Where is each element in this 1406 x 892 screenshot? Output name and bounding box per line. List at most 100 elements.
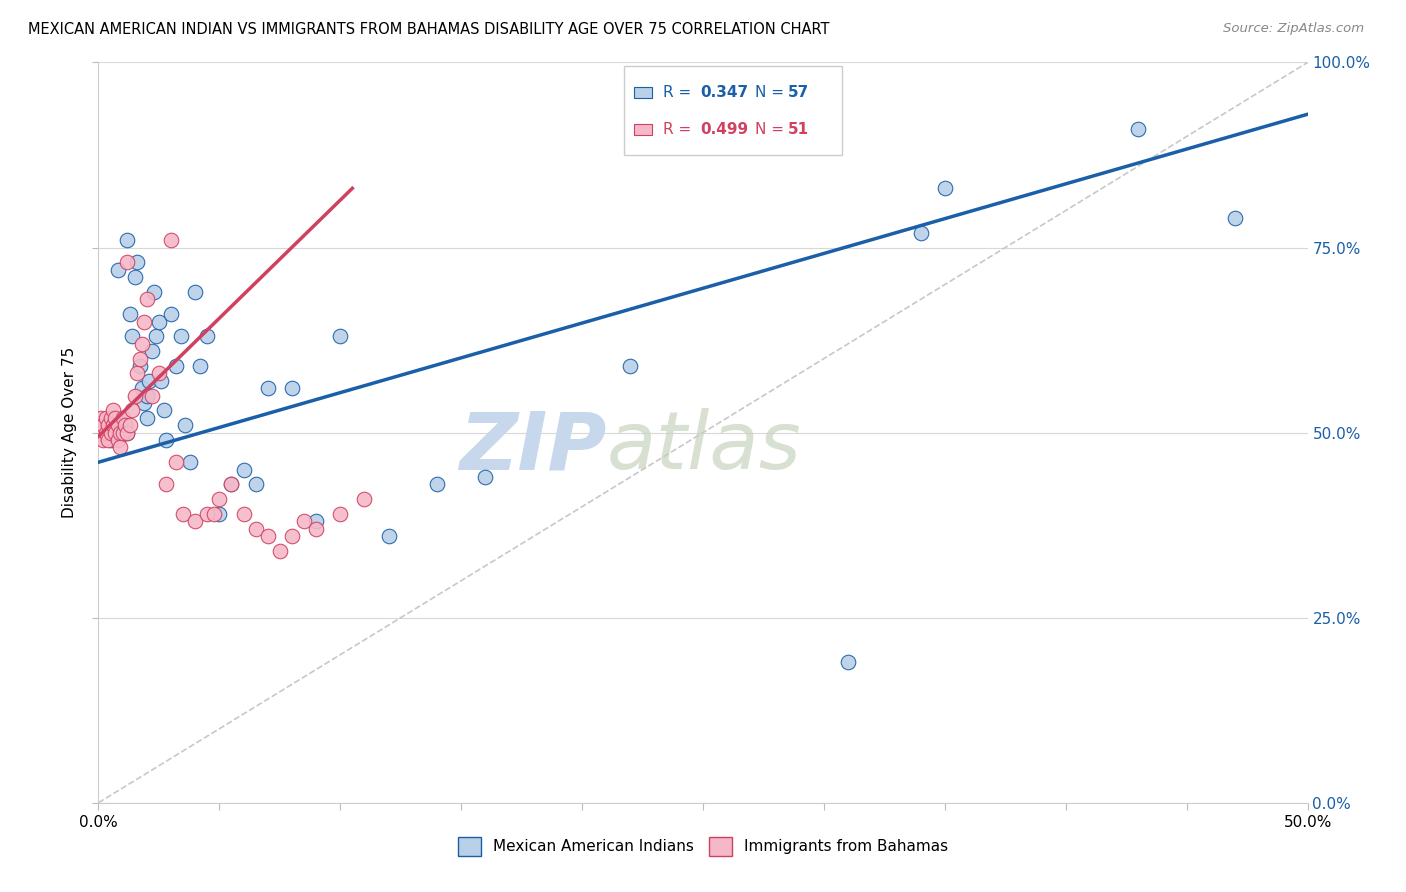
- Point: [165, 455, 187, 469]
- Point: [94, 425, 117, 440]
- Point: [127, 367, 149, 381]
- Point: [97, 418, 120, 433]
- Point: [619, 359, 641, 373]
- Point: [111, 410, 134, 425]
- Point: [94, 410, 117, 425]
- Point: [131, 381, 153, 395]
- Point: [160, 233, 183, 247]
- Point: [377, 529, 399, 543]
- Text: 51: 51: [787, 121, 808, 136]
- Point: [169, 329, 191, 343]
- Point: [134, 314, 156, 328]
- Point: [91, 433, 114, 447]
- Point: [174, 418, 197, 433]
- Point: [117, 233, 139, 247]
- Point: [104, 425, 127, 440]
- Point: [305, 515, 328, 529]
- Point: [121, 403, 143, 417]
- Point: [141, 344, 163, 359]
- Point: [221, 477, 243, 491]
- Point: [148, 367, 170, 381]
- Text: ZIP: ZIP: [458, 409, 606, 486]
- Point: [1223, 211, 1246, 225]
- Point: [179, 455, 201, 469]
- Point: [155, 477, 177, 491]
- Point: [101, 403, 124, 417]
- Point: [148, 314, 170, 328]
- Point: [184, 515, 207, 529]
- Point: [117, 255, 139, 269]
- Point: [281, 381, 304, 395]
- Point: [172, 507, 194, 521]
- Point: [114, 418, 136, 433]
- Point: [256, 381, 278, 395]
- Point: [104, 410, 127, 425]
- Point: [204, 507, 226, 521]
- Point: [114, 418, 136, 433]
- Point: [141, 388, 163, 402]
- Point: [107, 418, 129, 433]
- Point: [124, 270, 146, 285]
- Point: [135, 410, 157, 425]
- Point: [107, 418, 129, 433]
- Point: [138, 374, 160, 388]
- Point: [426, 477, 449, 491]
- Point: [117, 425, 139, 440]
- Point: [245, 522, 267, 536]
- Point: [221, 477, 243, 491]
- Point: [195, 507, 218, 521]
- Point: [91, 418, 114, 433]
- Point: [131, 336, 153, 351]
- Point: [94, 425, 117, 440]
- Point: [128, 351, 150, 366]
- Point: [135, 388, 157, 402]
- Point: [100, 425, 122, 440]
- Point: [127, 255, 149, 269]
- Point: [145, 329, 167, 343]
- Point: [134, 396, 156, 410]
- Point: [269, 544, 291, 558]
- Point: [245, 477, 267, 491]
- Point: [281, 529, 304, 543]
- Point: [107, 433, 129, 447]
- Text: atlas: atlas: [606, 409, 801, 486]
- Point: [208, 492, 231, 507]
- Text: 0.499: 0.499: [700, 121, 749, 136]
- Point: [107, 262, 129, 277]
- Point: [118, 418, 141, 433]
- Point: [97, 433, 120, 447]
- Text: R =: R =: [664, 85, 696, 100]
- Point: [1128, 122, 1150, 136]
- Point: [97, 418, 120, 433]
- Point: [111, 410, 134, 425]
- Point: [184, 285, 207, 299]
- Point: [90, 410, 112, 425]
- Point: [121, 329, 143, 343]
- Text: Source: ZipAtlas.com: Source: ZipAtlas.com: [1223, 22, 1364, 36]
- Point: [101, 410, 124, 425]
- Point: [292, 515, 315, 529]
- Point: [135, 293, 157, 307]
- Point: [188, 359, 211, 373]
- Point: [118, 307, 141, 321]
- Point: [108, 425, 131, 440]
- Y-axis label: Disability Age Over 75: Disability Age Over 75: [62, 347, 77, 518]
- Point: [837, 655, 859, 669]
- Point: [124, 388, 146, 402]
- Point: [474, 470, 496, 484]
- Point: [108, 425, 131, 440]
- Point: [232, 507, 254, 521]
- Bar: [634, 123, 652, 135]
- Point: [155, 433, 177, 447]
- Text: 57: 57: [787, 85, 808, 100]
- Legend: Mexican American Indians, Immigrants from Bahamas: Mexican American Indians, Immigrants fro…: [451, 831, 955, 862]
- Point: [256, 529, 278, 543]
- Point: [195, 329, 218, 343]
- Point: [143, 285, 166, 299]
- Point: [329, 329, 352, 343]
- Point: [100, 433, 122, 447]
- Point: [232, 462, 254, 476]
- Text: R =: R =: [664, 121, 696, 136]
- Point: [117, 425, 139, 440]
- Point: [104, 425, 127, 440]
